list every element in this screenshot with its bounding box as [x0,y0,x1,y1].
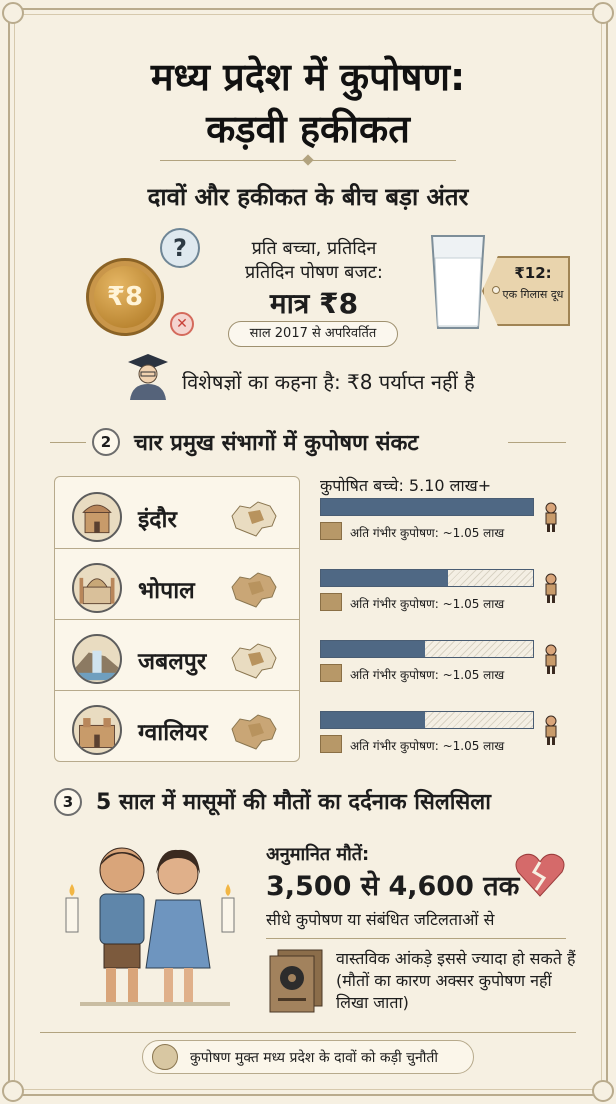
severe-malnutrition-label: अति गंभीर कुपोषण: ~1.05 लाख [350,739,505,753]
section3-number-badge: 3 [54,788,82,816]
region-name: इंदौर [138,507,177,533]
severe-legend-swatch [320,593,342,611]
coin-label: ₹8 [106,282,144,312]
inner-frame [14,14,602,1090]
fort-icon [72,705,122,755]
palace-icon [72,492,122,542]
sad-children-icon [65,847,235,1006]
data-caveat-note: वास्तविक आंकड़े इससे ज्यादा हो सकते हैं … [336,949,576,1012]
x-icon: ✕ [170,312,194,336]
malnourished-bar [320,569,534,587]
section2-rule-left [50,442,86,443]
corner-ornament [2,1080,24,1102]
page-title-line1: मध्य प्रदेश में कुपोषण: [150,55,466,99]
severe-legend-swatch [320,522,342,540]
seal-icon [152,1044,178,1070]
question-mark: ? [173,234,187,262]
severe-malnutrition-label: अति गंभीर कुपोषण: ~1.05 लाख [350,597,505,611]
region-map-icon [228,711,280,753]
section1-subtitle: दावों और हकीकत के बीच बड़ा अंतर [147,183,469,211]
region-divider [55,548,299,549]
footer-text: कुपोषण मुक्त मध्य प्रदेश के दावों को कड़… [190,1050,439,1066]
section2-rule-right [508,442,566,443]
malnourished-bar-fill [321,499,533,515]
child-icon [542,715,560,745]
malnourished-bar [320,711,534,729]
footer-banner [142,1040,474,1074]
region-name: ग्वालियर [138,720,208,746]
broken-heart-icon [515,853,565,897]
deaths-divider [266,938,566,939]
severe-malnutrition-label: अति गंभीर कुपोषण: ~1.05 लाख [350,668,505,682]
malnourished-bar-fill [321,641,425,657]
estimated-deaths-label: अनुमानित मौतें: [266,844,370,865]
severe-malnutrition-label: अति गंभीर कुपोषण: ~1.05 लाख [350,526,505,540]
tag-hole [492,286,500,294]
region-divider [55,690,299,691]
malnourished-bar-fill [321,570,449,586]
milk-glass-icon [430,235,486,329]
child-icon [542,573,560,603]
section2-number-badge: 2 [92,428,120,456]
region-name: भोपाल [138,578,195,604]
malnourished-bar [320,640,534,658]
malnourished-bar [320,498,534,516]
budget-line2: प्रतिदिन पोषण बजट: [245,262,383,283]
waterfall-icon [72,634,122,684]
region-name: जबलपुर [138,649,207,675]
graduate-expert-icon [128,354,168,400]
tag-item: एक गिलास दूध [502,288,564,301]
x-mark: ✕ [176,316,188,332]
footer-rule [40,1032,576,1033]
region-map-icon [228,569,280,611]
unchanged-since-pill: साल 2017 से अपरिवर्तित [228,321,398,347]
coin-icon: ₹8 [86,258,164,336]
severe-legend-swatch [320,735,342,753]
budget-line1: प्रति बच्चा, प्रतिदिन [251,238,377,259]
mosque-icon [72,563,122,613]
region-map-icon [228,498,280,540]
child-icon [542,502,560,532]
severe-legend-swatch [320,664,342,682]
region-divider [55,619,299,620]
deaths-cause: सीधे कुपोषण या संबंधित जटिलताओं से [266,910,495,929]
region-map-icon [228,640,280,682]
child-icon [542,644,560,674]
tag-price: ₹12: [514,264,552,282]
outer-frame [8,8,608,1096]
malnourished-bar-fill [321,712,425,728]
expert-statement: विशेषज्ञों का कहना है: ₹8 पर्याप्त नहीं … [182,370,475,394]
records-book-icon [269,949,323,1013]
corner-ornament [2,2,24,24]
question-bubble-icon: ? [160,228,200,268]
section2-title: चार प्रमुख संभागों में कुपोषण संकट [134,431,419,456]
budget-amount: मात्र ₹8 [269,287,359,320]
corner-ornament [592,1080,614,1102]
section3-title: 5 साल में मासूमों की मौतों का दर्दनाक सि… [96,790,491,815]
page-title-line2: कड़वी हकीकत [206,107,410,151]
estimated-deaths-range: 3,500 से 4,600 तक [266,871,520,902]
malnourished-header: कुपोषित बच्चे: 5.10 लाख+ [320,476,492,495]
corner-ornament [592,2,614,24]
